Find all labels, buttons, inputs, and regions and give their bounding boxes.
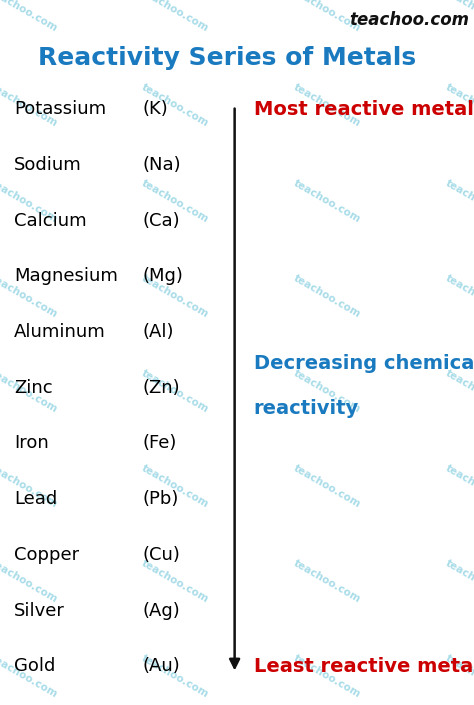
Text: Magnesium: Magnesium bbox=[14, 267, 118, 286]
Text: Most reactive metal: Most reactive metal bbox=[254, 100, 474, 118]
Text: teachoo.com: teachoo.com bbox=[0, 82, 59, 129]
Text: Potassium: Potassium bbox=[14, 100, 106, 118]
Text: (Cu): (Cu) bbox=[142, 546, 180, 564]
Text: teachoo.com: teachoo.com bbox=[140, 463, 210, 510]
Text: Decreasing chemical: Decreasing chemical bbox=[254, 354, 474, 372]
Text: Iron: Iron bbox=[14, 434, 49, 453]
Text: (Au): (Au) bbox=[142, 657, 180, 675]
Text: teachoo.com: teachoo.com bbox=[292, 0, 362, 34]
Text: Lead: Lead bbox=[14, 490, 57, 508]
Text: teachoo.com: teachoo.com bbox=[292, 178, 362, 224]
Text: Calcium: Calcium bbox=[14, 212, 87, 230]
Text: (Mg): (Mg) bbox=[142, 267, 183, 286]
Text: Copper: Copper bbox=[14, 546, 79, 564]
Text: teachoo.com: teachoo.com bbox=[0, 654, 59, 700]
Text: reactivity: reactivity bbox=[254, 400, 359, 418]
Text: teachoo.com: teachoo.com bbox=[140, 0, 210, 34]
Text: (Pb): (Pb) bbox=[142, 490, 179, 508]
Text: teachoo.com: teachoo.com bbox=[292, 273, 362, 319]
Text: (Ca): (Ca) bbox=[142, 212, 180, 230]
Text: teachoo.com: teachoo.com bbox=[140, 178, 210, 224]
Text: Sodium: Sodium bbox=[14, 156, 82, 174]
Text: teachoo.com: teachoo.com bbox=[292, 558, 362, 605]
Text: teachoo.com: teachoo.com bbox=[292, 463, 362, 510]
Text: teachoo.com: teachoo.com bbox=[0, 368, 59, 415]
Text: teachoo.com: teachoo.com bbox=[349, 11, 469, 29]
Text: teachoo.com: teachoo.com bbox=[140, 273, 210, 319]
Text: teachoo.com: teachoo.com bbox=[444, 558, 474, 605]
Text: Reactivity Series of Metals: Reactivity Series of Metals bbox=[38, 46, 416, 70]
Text: Least reactive metal: Least reactive metal bbox=[254, 657, 474, 675]
Text: Aluminum: Aluminum bbox=[14, 323, 106, 341]
Text: teachoo.com: teachoo.com bbox=[444, 178, 474, 224]
Text: teachoo.com: teachoo.com bbox=[444, 463, 474, 510]
Text: teachoo.com: teachoo.com bbox=[0, 273, 59, 319]
Text: teachoo.com: teachoo.com bbox=[292, 368, 362, 415]
Text: teachoo.com: teachoo.com bbox=[444, 654, 474, 700]
Text: Zinc: Zinc bbox=[14, 379, 53, 397]
Text: teachoo.com: teachoo.com bbox=[0, 178, 59, 224]
Text: (Zn): (Zn) bbox=[142, 379, 180, 397]
Text: teachoo.com: teachoo.com bbox=[0, 558, 59, 605]
Text: teachoo.com: teachoo.com bbox=[140, 558, 210, 605]
Text: teachoo.com: teachoo.com bbox=[140, 82, 210, 129]
Text: teachoo.com: teachoo.com bbox=[0, 463, 59, 510]
Text: teachoo.com: teachoo.com bbox=[292, 82, 362, 129]
Text: (K): (K) bbox=[142, 100, 168, 118]
Text: teachoo.com: teachoo.com bbox=[292, 654, 362, 700]
Text: (Ag): (Ag) bbox=[142, 601, 180, 620]
Text: (Al): (Al) bbox=[142, 323, 173, 341]
Text: teachoo.com: teachoo.com bbox=[444, 368, 474, 415]
Text: Silver: Silver bbox=[14, 601, 65, 620]
Text: teachoo.com: teachoo.com bbox=[0, 0, 59, 34]
Text: teachoo.com: teachoo.com bbox=[444, 82, 474, 129]
Text: teachoo.com: teachoo.com bbox=[140, 654, 210, 700]
Text: (Fe): (Fe) bbox=[142, 434, 177, 453]
Text: Gold: Gold bbox=[14, 657, 55, 675]
Text: (Na): (Na) bbox=[142, 156, 181, 174]
Text: teachoo.com: teachoo.com bbox=[444, 273, 474, 319]
Text: teachoo.com: teachoo.com bbox=[140, 368, 210, 415]
Text: teachoo.com: teachoo.com bbox=[444, 0, 474, 34]
